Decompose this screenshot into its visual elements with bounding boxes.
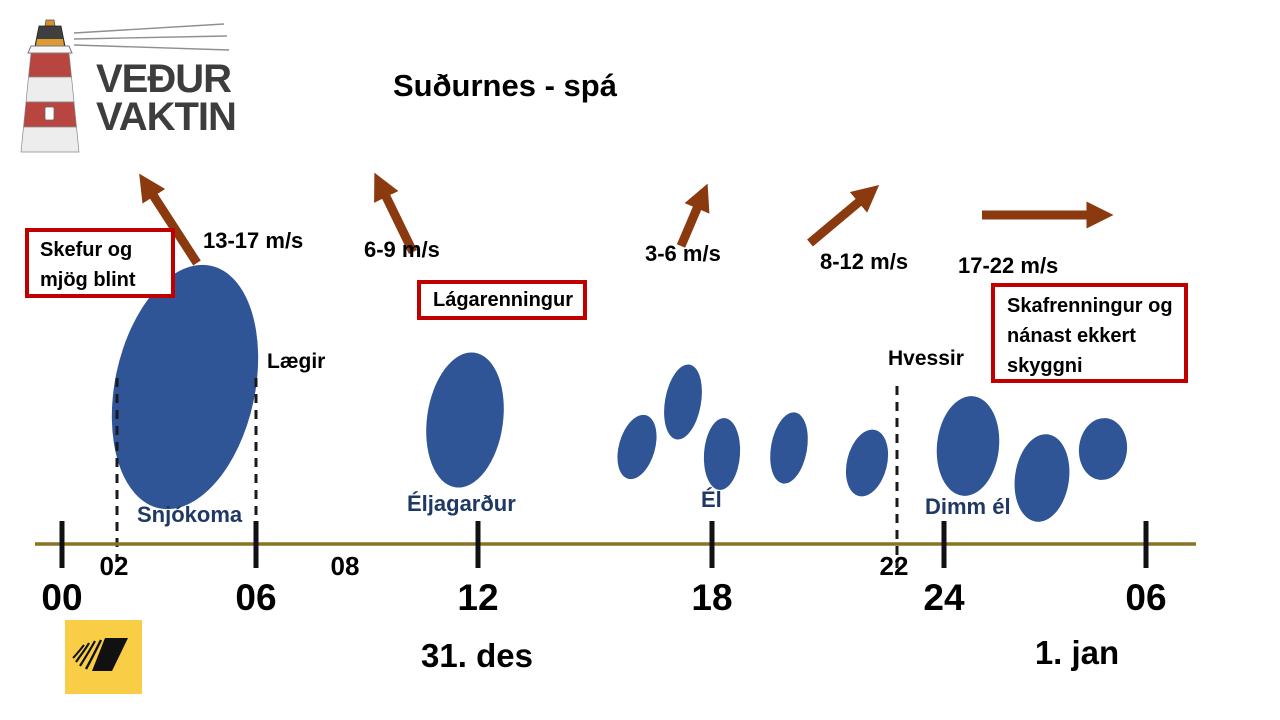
wind-arrow-up-left-icon	[139, 173, 201, 266]
wind-arrow-up-icon	[676, 183, 710, 248]
brand-line1: VEÐUR	[96, 57, 232, 101]
warning-box-skafrenningur: Skafrenningur og nánast ekkert skyggni	[991, 283, 1188, 383]
axis-label-12: 12	[457, 577, 499, 618]
wind-arrow-up-right-icon	[807, 185, 880, 247]
axis-label-22: 22	[879, 551, 909, 581]
wind-speed-label: 13-17 m/s	[203, 228, 304, 253]
axis-label-06b: 06	[1125, 577, 1167, 618]
lighthouse-icon	[20, 19, 230, 153]
wind-speed-label: 3-6 m/s	[645, 241, 721, 266]
brand-wordmark: VEÐUR VAKTIN	[96, 57, 237, 140]
axis-label-08: 08	[330, 551, 360, 581]
el-ellipse	[703, 418, 741, 490]
warning-text: Skefur og mjög blint	[40, 239, 136, 291]
wind-speed-label: 6-9 m/s	[364, 237, 440, 262]
precip-label-eljagardur: Éljagarður	[407, 491, 516, 516]
wind-speed-label: 8-12 m/s	[820, 249, 909, 274]
el-ellipse	[664, 364, 702, 440]
dimm-el-ellipse	[1078, 418, 1128, 480]
brand-line2: VAKTIN	[96, 95, 237, 140]
wind-speed-label: 17-22 m/s	[958, 253, 1059, 278]
el-ellipse	[617, 414, 657, 480]
el-ellipse	[770, 412, 808, 484]
date-label-1-jan: 1. jan	[1034, 634, 1120, 671]
el-ellipse	[845, 429, 889, 497]
event-marker-hvessir: Hvessir	[888, 347, 964, 370]
axis-label-24: 24	[923, 577, 965, 618]
snjokoma-ellipse	[111, 264, 259, 510]
met-office-v-icon	[65, 620, 142, 694]
axis-label-02: 02	[99, 551, 129, 581]
eljagardur-ellipse	[426, 352, 504, 488]
axis-label-18: 18	[691, 577, 733, 618]
wind-arrows	[139, 172, 1114, 266]
axis-label-06: 06	[235, 577, 277, 618]
dimm-el-ellipse	[1014, 434, 1070, 522]
warning-box-lagarenningur: Lágarenningur	[417, 280, 587, 320]
page-title: Suðurnes - spá	[393, 68, 617, 103]
precip-label-dimm-el: Dimm él	[925, 494, 1011, 519]
axis-label-00: 00	[41, 577, 83, 618]
wind-arrow-up-left-icon	[374, 172, 418, 254]
warning-text: Skafrenningur og nánast ekkert skyggni	[1007, 295, 1173, 377]
date-label-31-des: 31. des	[421, 637, 533, 674]
warning-box-skefur: Skefur og mjög blint	[25, 228, 175, 298]
precipitation-shapes	[111, 264, 1128, 522]
precip-label-snjokoma: Snjókoma	[137, 502, 243, 527]
precip-label-el: Él	[701, 487, 722, 512]
event-marker-laegir: Lægir	[267, 350, 326, 373]
warning-text: Lágarenningur	[433, 289, 574, 311]
dimm-el-ellipse	[936, 396, 1000, 496]
